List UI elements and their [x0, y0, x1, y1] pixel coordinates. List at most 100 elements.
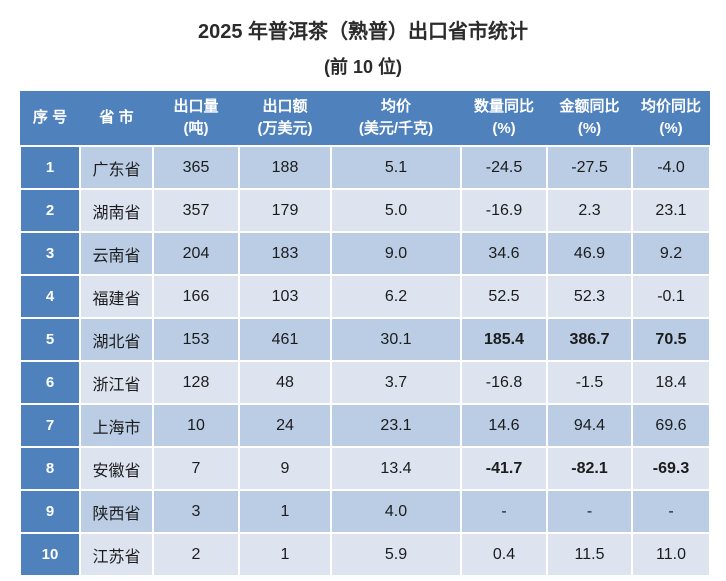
cell-price_yoy: -0.1 — [631, 274, 711, 319]
table-row: 1 广东省 365 188 5.1 -24.5 -27.5 -4.0 — [19, 145, 711, 190]
table-body: 1 广东省 365 188 5.1 -24.5 -27.5 -4.0 2 湖南省 357 179 5.0… — [19, 145, 711, 577]
column-header-label: 序 号 — [32, 109, 68, 127]
cell-rank: 10 — [19, 532, 81, 577]
cell-qty_yoy: -41.7 — [460, 446, 548, 491]
cell-export_value: 179 — [238, 188, 332, 233]
export-stats-table: 序 号 省 市 出口量 (吨) 出口额 (万美元) 均价 (美元/千克) 数量同比 (%) 金额同比… — [19, 91, 711, 577]
cell-price_yoy: 11.0 — [631, 532, 711, 577]
column-header-3: 出口额 (万美元) — [239, 91, 331, 147]
cell-avg_price: 4.0 — [330, 489, 462, 534]
column-header-label: 均价同比 — [640, 98, 701, 116]
page-title: 2025 年普洱茶（熟普）出口省市统计 — [197, 21, 529, 43]
cell-qty_yoy: 0.4 — [460, 532, 548, 577]
cell-avg_price: 13.4 — [330, 446, 462, 491]
cell-export_value: 461 — [238, 317, 332, 362]
cell-export_qty: 10 — [152, 403, 240, 448]
cell-rank: 1 — [19, 145, 81, 190]
cell-qty_yoy: 14.6 — [460, 403, 548, 448]
cell-export_value: 24 — [238, 403, 332, 448]
cell-qty_yoy: -16.9 — [460, 188, 548, 233]
cell-avg_price: 30.1 — [330, 317, 462, 362]
cell-province: 湖南省 — [79, 188, 154, 233]
cell-price_yoy: 18.4 — [631, 360, 711, 405]
cell-export_qty: 128 — [152, 360, 240, 405]
cell-rank: 7 — [19, 403, 81, 448]
cell-value_yoy: -27.5 — [546, 145, 633, 190]
column-header-7: 均价同比 (%) — [632, 91, 710, 147]
column-header-4: 均价 (美元/千克) — [331, 91, 461, 147]
cell-qty_yoy: - — [460, 489, 548, 534]
table-row: 9 陕西省 3 1 4.0- - - — [19, 489, 711, 534]
cell-export_qty: 153 — [152, 317, 240, 362]
cell-qty_yoy: -16.8 — [460, 360, 548, 405]
column-header-label: 出口量 — [173, 98, 219, 116]
cell-avg_price: 23.1 — [330, 403, 462, 448]
cell-avg_price: 6.2 — [330, 274, 462, 319]
cell-value_yoy: 11.5 — [546, 532, 633, 577]
cell-rank: 6 — [19, 360, 81, 405]
cell-rank: 4 — [19, 274, 81, 319]
cell-avg_price: 5.9 — [330, 532, 462, 577]
cell-province: 安徽省 — [79, 446, 154, 491]
cell-price_yoy: - — [631, 489, 711, 534]
cell-price_yoy: -4.0 — [631, 145, 711, 190]
table-row: 8 安徽省 7 9 13.4 -41.7 -82.1 -69.3 — [19, 446, 711, 491]
table-row: 10 江苏省 2 1 5.9 0.4 11.5 11.0 — [19, 532, 711, 577]
table-row: 2 湖南省 357 179 5.0 -16.9 2.3 23.1 — [19, 188, 711, 233]
column-header-unit: (万美元) — [257, 120, 313, 137]
cell-province: 湖北省 — [79, 317, 154, 362]
cell-province: 福建省 — [79, 274, 154, 319]
cell-export_value: 48 — [238, 360, 332, 405]
table-header: 序 号 省 市 出口量 (吨) 出口额 (万美元) 均价 (美元/千克) 数量同比 (%) 金额同比… — [20, 91, 710, 147]
cell-export_qty: 7 — [152, 446, 240, 491]
column-header-label: 省 市 — [99, 109, 134, 127]
cell-value_yoy: 94.4 — [546, 403, 633, 448]
cell-value_yoy: - — [546, 489, 633, 534]
column-header-unit: (%) — [492, 120, 516, 137]
column-header-label: 金额同比 — [559, 98, 620, 116]
cell-rank: 3 — [19, 231, 81, 276]
cell-province: 云南省 — [79, 231, 154, 276]
cell-value_yoy: 2.3 — [546, 188, 633, 233]
column-header-unit: (%) — [577, 120, 602, 137]
cell-export_qty: 204 — [152, 231, 240, 276]
table-header-row: 序 号 省 市 出口量 (吨) 出口额 (万美元) 均价 (美元/千克) 数量同比 (%) 金额同比… — [20, 91, 710, 147]
cell-export_value: 103 — [238, 274, 332, 319]
cell-avg_price: 3.7 — [330, 360, 462, 405]
cell-avg_price: 5.0 — [330, 188, 462, 233]
cell-province: 江苏省 — [79, 532, 154, 577]
cell-export_value: 9 — [238, 446, 332, 491]
cell-value_yoy: 46.9 — [546, 231, 633, 276]
cell-value_yoy: -1.5 — [546, 360, 633, 405]
column-header-label: 出口额 — [262, 98, 308, 116]
column-header-0: 序 号 — [20, 91, 80, 147]
cell-price_yoy: -69.3 — [631, 446, 711, 491]
cell-price_yoy: 23.1 — [631, 188, 711, 233]
column-header-unit: (%) — [659, 120, 683, 137]
cell-province: 陕西省 — [79, 489, 154, 534]
table-row: 5 湖北省 153 461 30.1 185.4 386.7 70.5 — [19, 317, 711, 362]
cell-qty_yoy: 52.5 — [460, 274, 548, 319]
cell-price_yoy: 69.6 — [631, 403, 711, 448]
cell-avg_price: 9.0 — [330, 231, 462, 276]
column-header-label: 数量同比 — [473, 98, 534, 116]
cell-value_yoy: -82.1 — [546, 446, 633, 491]
column-header-unit: (美元/千克) — [358, 120, 434, 137]
cell-rank: 9 — [19, 489, 81, 534]
cell-export_qty: 166 — [152, 274, 240, 319]
cell-export_qty: 357 — [152, 188, 240, 233]
cell-price_yoy: 70.5 — [631, 317, 711, 362]
cell-export_value: 1 — [238, 532, 332, 577]
cell-export_qty: 365 — [152, 145, 240, 190]
cell-export_qty: 3 — [152, 489, 240, 534]
cell-avg_price: 5.1 — [330, 145, 462, 190]
column-header-unit: (吨) — [183, 120, 209, 137]
column-header-5: 数量同比 (%) — [461, 91, 547, 147]
cell-qty_yoy: -24.5 — [460, 145, 548, 190]
cell-export_value: 1 — [238, 489, 332, 534]
cell-export_qty: 2 — [152, 532, 240, 577]
cell-price_yoy: 9.2 — [631, 231, 711, 276]
cell-value_yoy: 52.3 — [546, 274, 633, 319]
table-row: 3 云南省 204 183 9.0 34.6 46.9 9.2 — [19, 231, 711, 276]
